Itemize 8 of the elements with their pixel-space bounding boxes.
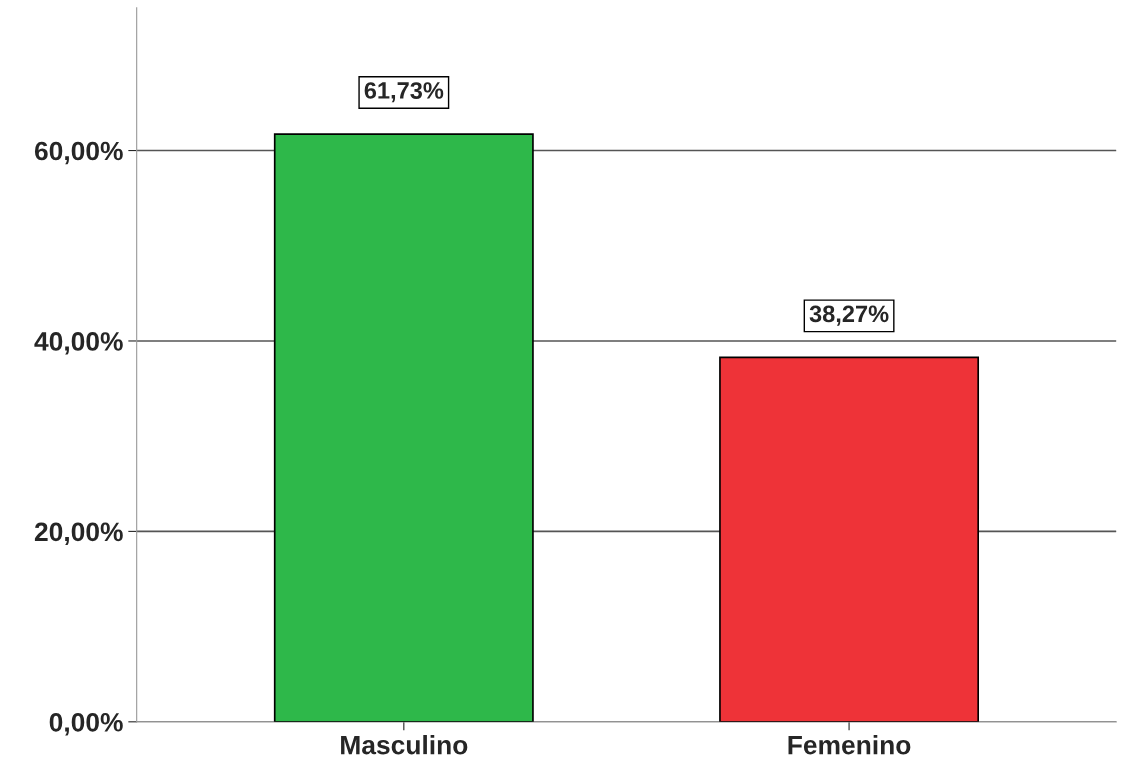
y-tick-label: 40,00% (34, 332, 123, 355)
y-tick-label: 0,00% (49, 712, 123, 736)
x-tick-label: Masculino (341, 735, 468, 755)
data-label: 38,27% (809, 305, 889, 326)
y-tick-label: 60,00% (34, 141, 123, 165)
data-label: 61,73% (364, 82, 444, 103)
x-tick-label: Femenino (788, 735, 911, 755)
y-tick-label: 20,00% (34, 522, 123, 546)
